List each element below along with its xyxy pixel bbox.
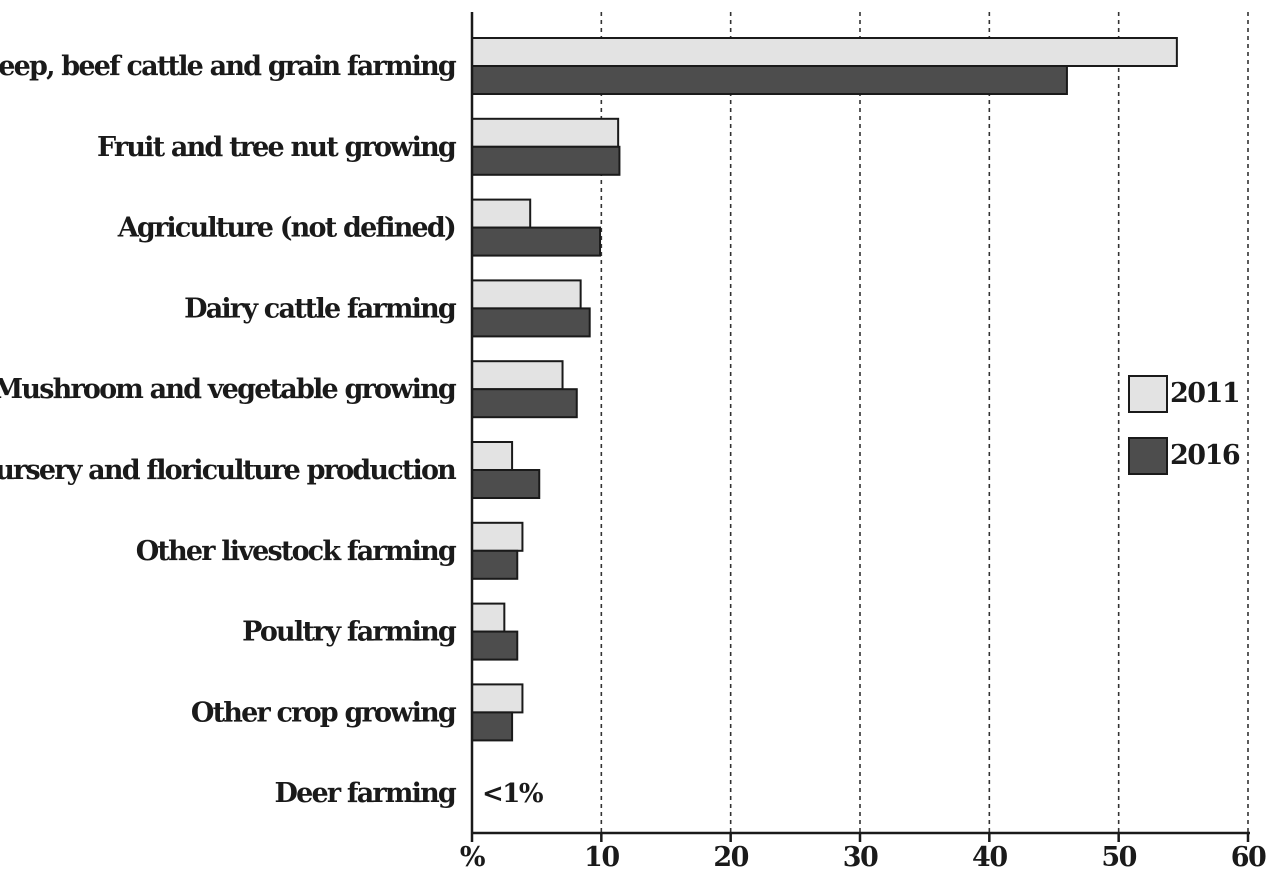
bar-2016 <box>471 388 578 419</box>
category-label: Poultry farming <box>242 617 457 648</box>
bar-2011 <box>471 683 524 714</box>
bars: <1% <box>471 37 1178 809</box>
category-label: Sheep, beef cattle and grain farming <box>0 51 457 82</box>
annotation-label: <1% <box>482 779 544 809</box>
x-tick-label: 50 <box>1101 842 1136 873</box>
category-label: Fruit and tree nut growing <box>97 132 457 163</box>
bar-2011 <box>471 360 564 391</box>
legend-label: 2016 <box>1170 440 1240 471</box>
bar-2011 <box>471 198 532 229</box>
bar-2016 <box>471 226 602 257</box>
bar-2016 <box>471 711 514 742</box>
x-tick-label: 20 <box>713 842 748 873</box>
category-label: Agriculture (not defined) <box>117 213 455 244</box>
gridlines <box>600 12 1249 833</box>
bar-2016 <box>471 307 591 338</box>
legend-swatch-2016 <box>1128 437 1168 475</box>
legend-label: 2011 <box>1170 378 1239 409</box>
bar-2016 <box>471 549 519 580</box>
axes: % 10 20 30 40 50 60 <box>460 12 1267 873</box>
category-label: Deer farming <box>275 778 457 809</box>
category-label: Other crop growing <box>191 697 457 728</box>
bar-2016 <box>471 145 621 176</box>
legend-swatch-2011 <box>1128 375 1168 413</box>
x-tick-label: 10 <box>584 842 619 873</box>
bar-2011 <box>471 279 582 310</box>
bar-2016 <box>471 65 1068 95</box>
x-tick-label: 60 <box>1231 842 1266 873</box>
bar-2011 <box>471 37 1178 67</box>
bar-2011 <box>471 441 514 471</box>
x-tick-label: % <box>460 842 485 873</box>
x-tick-label: 30 <box>843 842 878 873</box>
category-label: Nursery and floriculture production <box>0 455 457 486</box>
category-label: Mushroom and vegetable growing <box>0 374 457 405</box>
bar-2011 <box>471 117 620 148</box>
x-tick-label: 40 <box>972 842 1007 873</box>
category-label: Dairy cattle farming <box>184 293 457 324</box>
bar-2016 <box>471 630 519 661</box>
bar-2011 <box>471 602 506 633</box>
bar-2011 <box>471 521 524 552</box>
bar-2016 <box>471 469 541 499</box>
category-labels: Sheep, beef cattle and grain farming Frui… <box>0 51 459 809</box>
legend: 2011 2016 <box>1128 375 1241 475</box>
category-label: Other livestock farming <box>136 536 457 567</box>
